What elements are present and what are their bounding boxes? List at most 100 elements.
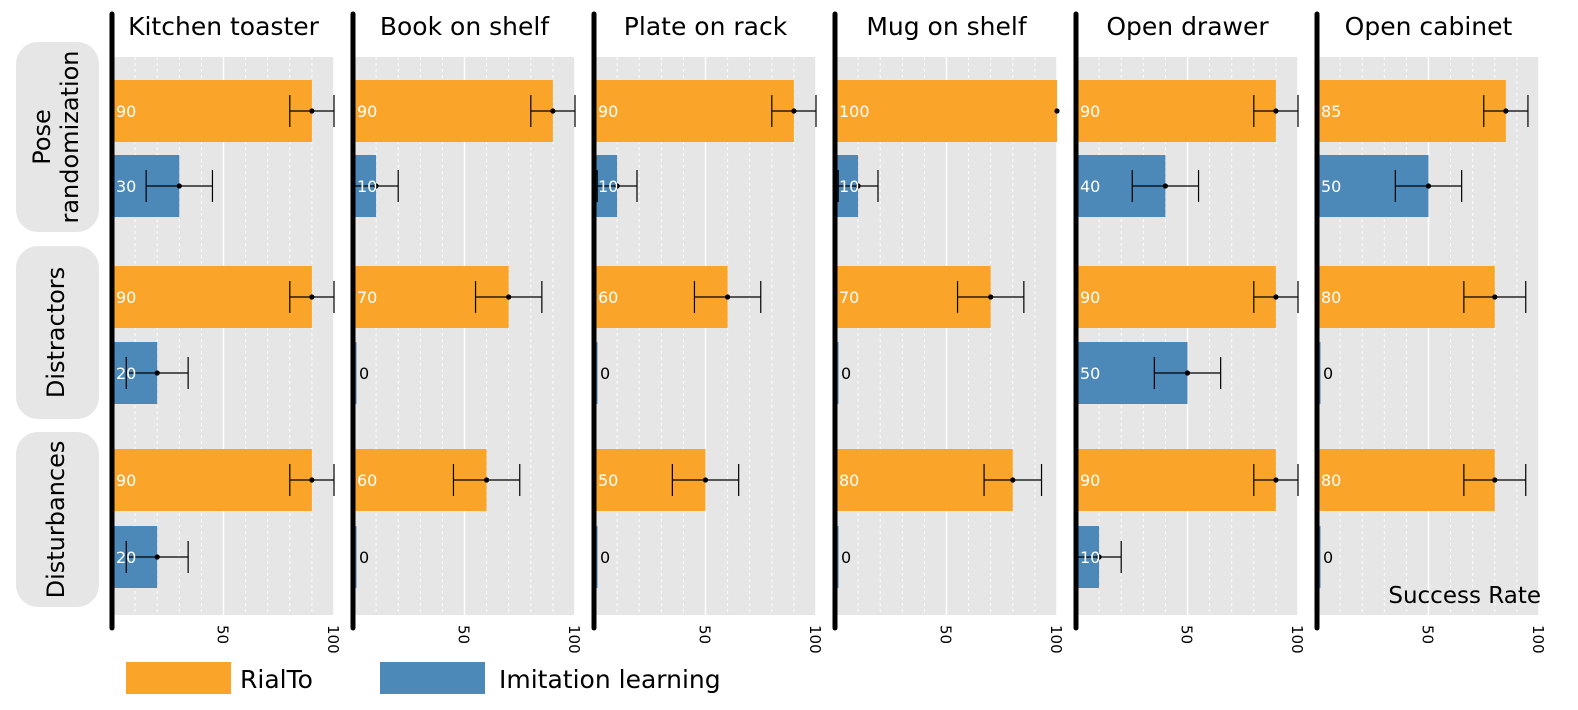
- panel-title: Open cabinet: [1345, 12, 1513, 41]
- error-bar-mean-point: [550, 108, 556, 114]
- error-bar-mean-point: [506, 294, 512, 300]
- data-label: 50: [1321, 177, 1341, 196]
- row-label-distractors: Distractors: [16, 246, 99, 419]
- data-label: 10: [839, 177, 859, 196]
- error-bar-mean-point: [373, 183, 379, 189]
- data-label: 90: [1080, 288, 1100, 307]
- data-label: 20: [116, 548, 136, 567]
- x-tick-label: 50: [937, 625, 955, 644]
- data-label: 90: [1080, 471, 1100, 490]
- error-bar-mean-point: [725, 294, 731, 300]
- x-tick-label: 50: [696, 625, 714, 644]
- data-label: 0: [1323, 548, 1333, 567]
- bar-rialto: [1077, 80, 1276, 142]
- x-tick-label: 100: [324, 625, 342, 654]
- error-bar-mean-point: [176, 183, 182, 189]
- legend: RialTo Imitation learning: [126, 662, 721, 694]
- data-label: 20: [116, 364, 136, 383]
- error-bar-mean-point: [154, 554, 160, 560]
- row-label-pose-randomization: Pose randomization: [16, 42, 99, 232]
- error-bar-mean-point: [1273, 477, 1279, 483]
- data-label: 90: [116, 102, 136, 121]
- error-bar-mean-point: [1503, 108, 1509, 114]
- panel-plate-on-rack: 90 10 60 0 50 0 Plate on rack 50 100: [591, 11, 824, 654]
- error-bar-mean-point: [1010, 477, 1016, 483]
- panel-kitchen-toaster: 90 30 90 20 90 20 Kitchen toaster 50 100: [109, 11, 342, 654]
- data-label: 80: [1321, 471, 1341, 490]
- legend-label-imitation: Imitation learning: [499, 665, 721, 694]
- data-label: 50: [598, 471, 618, 490]
- panel-title: Plate on rack: [624, 12, 788, 41]
- x-tick-label: 100: [1047, 625, 1065, 654]
- data-label: 60: [357, 471, 377, 490]
- panel-title: Mug on shelf: [866, 12, 1028, 41]
- row-label-pill: [16, 42, 99, 232]
- data-label: 90: [1080, 102, 1100, 121]
- panel-book-on-shelf: 90 10 70 0 60 0 Book on shelf 50 100: [350, 11, 583, 654]
- panel-mug-on-shelf: 100 10 70 0 80 0 Mug on shelf 50 100: [832, 11, 1065, 654]
- row-label-pill: [16, 432, 99, 607]
- data-label: 90: [598, 102, 618, 121]
- bar-rialto: [113, 449, 312, 511]
- data-label: 70: [839, 288, 859, 307]
- bar-rialto: [1077, 449, 1276, 511]
- panel-open-cabinet: 85 50 80 0 80 0 Open cabinet 50 100: [1314, 11, 1547, 654]
- data-label: 100: [839, 102, 870, 121]
- x-tick-label: 100: [565, 625, 583, 654]
- data-label: 30: [116, 177, 136, 196]
- data-label: 0: [600, 364, 610, 383]
- data-label: 90: [116, 471, 136, 490]
- x-tick-label: 100: [806, 625, 824, 654]
- data-label: 90: [116, 288, 136, 307]
- data-label: 0: [600, 548, 610, 567]
- error-bar-mean-point: [309, 108, 315, 114]
- data-label: 60: [598, 288, 618, 307]
- data-label: 0: [841, 364, 851, 383]
- error-bar-mean-point: [154, 370, 160, 376]
- panel-title: Book on shelf: [380, 12, 550, 41]
- data-label: 70: [357, 288, 377, 307]
- data-label: 0: [1323, 364, 1333, 383]
- x-tick-label: 100: [1529, 625, 1547, 654]
- x-tick-label: 50: [214, 625, 232, 644]
- data-label: 10: [357, 177, 377, 196]
- error-bar-mean-point: [791, 108, 797, 114]
- bar-rialto: [836, 80, 1057, 142]
- error-bar-mean-point: [1425, 183, 1432, 189]
- bar-rialto: [836, 449, 1013, 511]
- error-bar-mean-point: [309, 477, 315, 483]
- row-label-text: Disturbances: [42, 441, 70, 599]
- data-label: 40: [1080, 177, 1100, 196]
- panel-title: Kitchen toaster: [128, 12, 320, 41]
- bar-rialto: [113, 80, 312, 142]
- bar-rialto: [354, 80, 553, 142]
- data-label: 10: [1080, 548, 1100, 567]
- x-tick-label: 50: [455, 625, 473, 644]
- error-bar-mean-point: [1273, 294, 1279, 300]
- data-label: 85: [1321, 102, 1341, 121]
- legend-swatch-imitation: [380, 662, 485, 694]
- x-tick-label: 100: [1288, 625, 1306, 654]
- data-label: 10: [598, 177, 618, 196]
- error-bar-mean-point: [1273, 108, 1279, 114]
- x-axis-title: Success Rate: [1388, 583, 1541, 609]
- bar-rialto: [113, 266, 312, 328]
- error-bar-mean-point: [614, 183, 620, 189]
- row-label-disturbances: Disturbances: [16, 432, 99, 607]
- data-label: 0: [359, 548, 369, 567]
- data-label: 50: [1080, 364, 1100, 383]
- row-label-text: Pose: [28, 109, 56, 165]
- error-bar-mean-point: [1184, 370, 1191, 376]
- panel-title: Open drawer: [1106, 12, 1269, 41]
- x-tick-label: 50: [1419, 625, 1437, 644]
- row-label-pill: [16, 246, 99, 419]
- error-bar-mean-point: [1096, 554, 1102, 560]
- row-label-text: Distractors: [42, 267, 70, 398]
- row-label-text: randomization: [56, 50, 84, 223]
- data-label: 0: [359, 364, 369, 383]
- error-bar-mean-point: [702, 477, 709, 483]
- legend-label-rialto: RialTo: [240, 665, 313, 694]
- data-label: 90: [357, 102, 377, 121]
- data-label: 0: [841, 548, 851, 567]
